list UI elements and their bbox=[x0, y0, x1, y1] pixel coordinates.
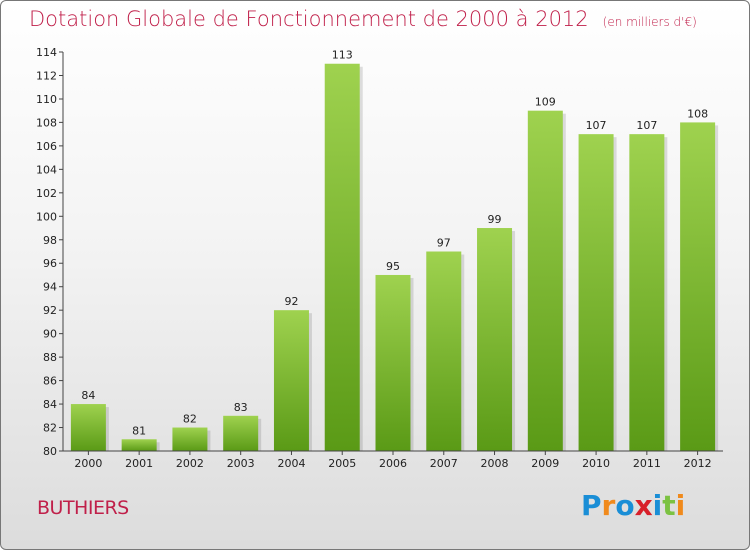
bar-2007 bbox=[426, 251, 462, 451]
x-axis: 2000 2001 2002 2003 2004 2005 2006 2007 2008 2009… bbox=[63, 450, 723, 470]
y-axis: 80 82 84 86 88 90 92 94 96 98 100 102 104 106 108 110 11… bbox=[36, 46, 64, 458]
bar-value-label: 113 bbox=[332, 49, 353, 62]
bar-value-label: 84 bbox=[81, 389, 95, 402]
y-tick-label: 114 bbox=[36, 46, 57, 59]
bar-2008 bbox=[477, 228, 513, 451]
x-tick-label: 2000 bbox=[74, 457, 102, 470]
bar-2010 bbox=[578, 134, 614, 451]
bar-2002 bbox=[172, 427, 208, 451]
x-tick-label: 2008 bbox=[481, 457, 509, 470]
bar-value-label: 83 bbox=[234, 401, 248, 414]
x-tick-label: 2004 bbox=[277, 457, 305, 470]
x-tick-label: 2003 bbox=[227, 457, 255, 470]
y-tick-label: 112 bbox=[36, 69, 57, 82]
x-tick-label: 2010 bbox=[582, 457, 610, 470]
y-tick-label: 108 bbox=[36, 116, 57, 129]
bar-2009 bbox=[527, 110, 563, 452]
y-tick-label: 80 bbox=[43, 445, 57, 458]
bar-value-label: 99 bbox=[488, 213, 502, 226]
bar-value-label: 109 bbox=[535, 96, 556, 109]
proxiti-logo[interactable]: Proxiti bbox=[581, 489, 685, 522]
x-tick-label: 2006 bbox=[379, 457, 407, 470]
bar-value-label: 97 bbox=[437, 237, 451, 250]
bar-value-label: 108 bbox=[687, 107, 708, 120]
x-tick-label: 2009 bbox=[531, 457, 559, 470]
y-tick-label: 82 bbox=[43, 422, 57, 435]
logo-letter: i bbox=[652, 489, 663, 522]
y-tick-label: 96 bbox=[43, 257, 57, 270]
x-tick-label: 2001 bbox=[125, 457, 153, 470]
bar-value-label: 82 bbox=[183, 413, 197, 426]
y-tick-label: 110 bbox=[36, 93, 57, 106]
bar-2004 bbox=[273, 310, 309, 451]
bar-2005 bbox=[324, 63, 360, 452]
y-tick-label: 86 bbox=[43, 375, 57, 388]
y-tick-label: 84 bbox=[43, 398, 57, 411]
chart-title: Dotation Globale de Fonctionnement de 20… bbox=[29, 7, 697, 31]
unit-note: (en milliers d'€) bbox=[602, 15, 697, 29]
y-tick-label: 102 bbox=[36, 187, 57, 200]
bar-2012 bbox=[680, 122, 716, 451]
logo-letter: i bbox=[675, 489, 686, 522]
bar-value-label: 95 bbox=[386, 260, 400, 273]
bar-value-label: 92 bbox=[284, 295, 298, 308]
y-tick-label: 100 bbox=[36, 210, 57, 223]
x-tick-label: 2007 bbox=[430, 457, 458, 470]
logo-letter: o bbox=[615, 489, 635, 522]
y-tick-label: 98 bbox=[43, 234, 57, 247]
y-tick-label: 88 bbox=[43, 351, 57, 364]
x-tick-label: 2012 bbox=[684, 457, 712, 470]
logo-letter: t bbox=[662, 489, 676, 522]
y-tick-label: 90 bbox=[43, 328, 57, 341]
y-tick-label: 106 bbox=[36, 140, 57, 153]
bars: 84 81 82 83 92 113 95 97 99 109 107 107 108 bbox=[70, 49, 719, 452]
bar-value-label: 107 bbox=[636, 119, 657, 132]
bar-2011 bbox=[629, 134, 665, 451]
logo-letter: r bbox=[601, 489, 616, 522]
y-tick-label: 92 bbox=[43, 304, 57, 317]
x-tick-label: 2011 bbox=[633, 457, 661, 470]
x-tick-label: 2002 bbox=[176, 457, 204, 470]
commune-name: BUTHIERS bbox=[37, 497, 129, 519]
bar-value-label: 107 bbox=[586, 119, 607, 132]
logo-letter: P bbox=[581, 489, 602, 522]
bar-value-label: 81 bbox=[132, 424, 146, 437]
bar-2006 bbox=[375, 274, 411, 451]
bar-2003 bbox=[223, 415, 259, 451]
x-tick-label: 2005 bbox=[328, 457, 356, 470]
y-tick-label: 104 bbox=[36, 163, 57, 176]
bar-2000 bbox=[70, 404, 106, 451]
logo-letter: x bbox=[634, 489, 653, 522]
y-tick-label: 94 bbox=[43, 281, 57, 294]
bar-2001 bbox=[121, 439, 157, 451]
